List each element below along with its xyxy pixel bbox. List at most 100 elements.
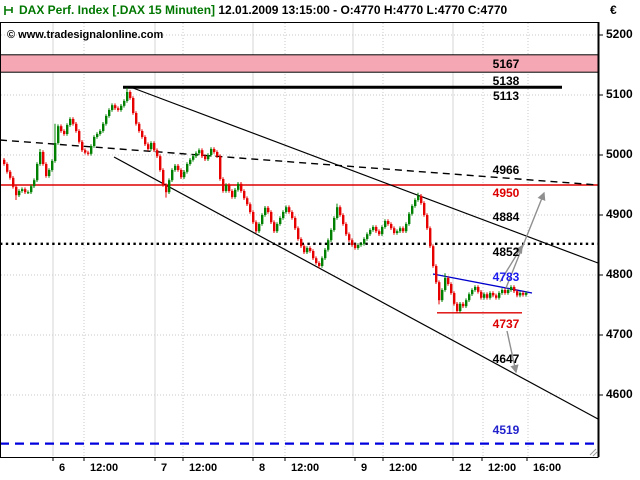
x-axis-label: 12:00	[291, 462, 320, 474]
candle-body	[3, 159, 6, 164]
candle-body	[99, 131, 102, 134]
candle-body	[162, 170, 165, 185]
price-annotation: 4950	[492, 186, 520, 200]
candle-body	[75, 123, 78, 131]
candle-body	[150, 143, 153, 149]
candle-body	[510, 287, 513, 290]
candle-body	[288, 207, 291, 212]
x-axis-label: 12	[459, 462, 472, 474]
candle-body	[171, 170, 174, 181]
candle-body	[441, 290, 444, 301]
candle-body	[411, 206, 414, 214]
y-axis-label: 5200	[606, 27, 633, 41]
candle-body	[264, 207, 267, 215]
candle-body	[282, 212, 285, 218]
candle-body	[357, 245, 360, 248]
candle-body	[402, 228, 405, 232]
y-axis-label: 4700	[606, 327, 633, 341]
candle-body	[279, 218, 282, 224]
candle-body	[387, 221, 390, 224]
candle-body	[243, 191, 246, 199]
candle-body	[354, 245, 357, 248]
candle-body	[225, 185, 228, 191]
y-axis-label: 5000	[606, 147, 633, 161]
price-annotation: 5167	[492, 57, 520, 71]
candle-body	[210, 149, 213, 155]
candle-body	[204, 156, 207, 160]
candle-body	[102, 123, 105, 131]
candle-body	[156, 150, 159, 157]
candle-body	[453, 293, 456, 304]
x-axis-label: 6	[59, 462, 66, 474]
candle-body	[216, 152, 219, 157]
candle-body	[480, 291, 483, 298]
candle-body	[450, 284, 453, 293]
candle-body	[456, 303, 459, 311]
candle-body	[519, 293, 522, 296]
candle-body	[324, 249, 327, 259]
candle-body	[54, 143, 57, 161]
chart-plot[interactable]	[0, 22, 603, 461]
candle-body	[315, 258, 318, 263]
candle-body	[195, 153, 198, 157]
candle-body	[261, 215, 264, 224]
candle-body	[69, 119, 72, 125]
x-axis-label: 12:00	[389, 462, 418, 474]
candle-body	[249, 204, 252, 212]
candle-body	[39, 152, 42, 164]
candle-body	[246, 198, 249, 205]
candle-body	[111, 105, 114, 110]
candle-body	[390, 224, 393, 229]
candle-body	[486, 294, 489, 298]
candle-body	[159, 156, 162, 170]
candle-body	[96, 134, 99, 137]
candle-body	[228, 185, 231, 191]
candle-body	[252, 212, 255, 223]
resize-handle	[589, 448, 597, 456]
candle-body	[408, 213, 411, 224]
watermark: © www.tradesignalonline.com	[7, 29, 164, 41]
candle-body	[60, 126, 63, 131]
candle-body	[90, 146, 93, 154]
candle-body	[153, 143, 156, 151]
candle-body	[327, 240, 330, 250]
candle-body	[231, 191, 234, 197]
price-annotation: 4783	[492, 270, 520, 284]
candle-body	[63, 131, 66, 134]
x-axis-label: 12:00	[488, 462, 517, 474]
candle-body	[447, 278, 450, 284]
candle-body	[471, 290, 474, 295]
candle-body	[435, 266, 438, 283]
candle-body	[462, 303, 465, 307]
candle-body	[477, 287, 480, 292]
candle-body	[405, 224, 408, 232]
candle-body	[399, 228, 402, 232]
candle-body	[33, 180, 36, 187]
candle-body	[318, 263, 321, 266]
candle-body	[174, 165, 177, 170]
candle-body	[372, 227, 375, 230]
candle-body	[108, 110, 111, 116]
candle-body	[414, 200, 417, 206]
candle-body	[489, 293, 492, 298]
candle-body	[258, 224, 261, 232]
candle-body	[285, 207, 288, 212]
title-bar: DAX Perf. Index [.DAX 15 Minuten] 12.01.…	[4, 3, 507, 19]
price-annotation: 4966	[492, 163, 520, 177]
candle-body	[15, 186, 18, 196]
candle-body	[192, 156, 195, 160]
candle-body	[294, 218, 297, 229]
candle-body	[84, 150, 87, 153]
candle-body	[135, 113, 138, 124]
candle-body	[27, 192, 30, 194]
candle-body	[444, 278, 447, 290]
y-axis-label: 5100	[606, 87, 633, 101]
x-axis-label: 7	[161, 462, 168, 474]
candle-body	[237, 183, 240, 190]
candle-body	[117, 108, 120, 110]
candle-body	[57, 126, 60, 143]
candle-body	[321, 258, 324, 266]
candle-body	[45, 164, 48, 176]
arrow-to-4950	[505, 191, 546, 289]
